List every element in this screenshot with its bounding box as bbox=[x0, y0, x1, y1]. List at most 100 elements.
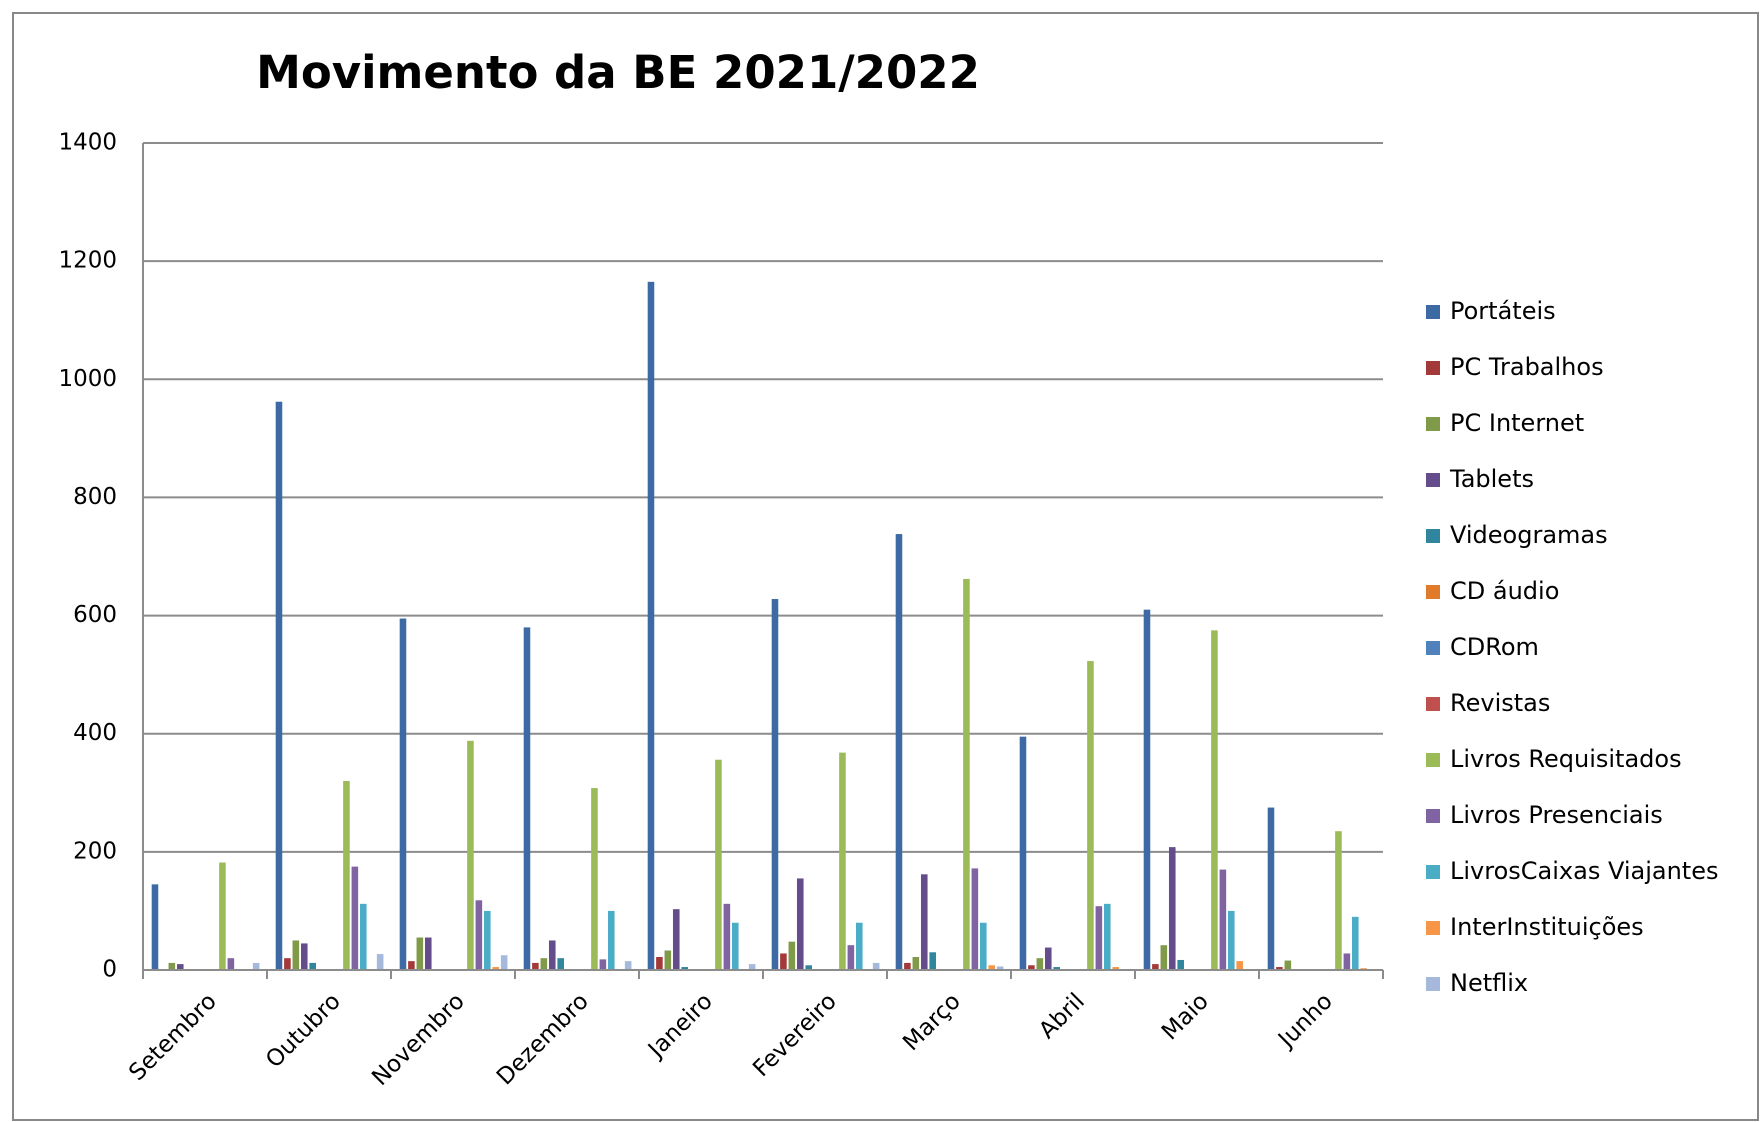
legend-label: Portáteis bbox=[1450, 297, 1556, 325]
legend-swatch bbox=[1426, 417, 1440, 431]
y-tick-label: 1200 bbox=[58, 248, 117, 274]
legend-label: Livros Requisitados bbox=[1450, 745, 1682, 773]
bar bbox=[912, 957, 920, 970]
bar bbox=[1087, 661, 1094, 970]
bar bbox=[548, 940, 556, 970]
legend-label: InterInstituições bbox=[1450, 913, 1644, 941]
bar bbox=[376, 954, 384, 970]
bar bbox=[624, 961, 632, 970]
bar bbox=[557, 958, 564, 970]
legend-label: PC Trabalhos bbox=[1450, 353, 1604, 381]
bar bbox=[1284, 960, 1292, 970]
bar bbox=[771, 599, 779, 970]
legend-label: Livros Presenciais bbox=[1450, 801, 1663, 829]
y-tick-label: 400 bbox=[73, 720, 117, 746]
y-tick-label: 200 bbox=[73, 838, 117, 864]
bar bbox=[540, 958, 548, 970]
legend-swatch bbox=[1426, 977, 1440, 991]
bar bbox=[1143, 609, 1151, 970]
bar bbox=[681, 967, 688, 970]
bar bbox=[1044, 947, 1052, 970]
bar bbox=[599, 959, 607, 970]
bar bbox=[467, 740, 474, 970]
bar bbox=[416, 937, 424, 970]
bar bbox=[1276, 967, 1283, 970]
bar bbox=[1168, 847, 1176, 970]
bar bbox=[748, 964, 756, 970]
bar bbox=[723, 903, 731, 970]
bar bbox=[963, 578, 970, 970]
bar bbox=[300, 943, 308, 970]
bar bbox=[664, 950, 672, 970]
bar bbox=[780, 953, 787, 970]
chart-title: Movimento da BE 2021/2022 bbox=[256, 46, 980, 99]
bar bbox=[971, 868, 979, 970]
bar bbox=[1335, 831, 1342, 970]
bar bbox=[1228, 910, 1235, 970]
legend-swatch bbox=[1426, 641, 1440, 655]
bar bbox=[847, 945, 855, 970]
legend-swatch bbox=[1426, 809, 1440, 823]
bar bbox=[1219, 869, 1227, 970]
bar bbox=[484, 910, 491, 970]
bar bbox=[360, 903, 367, 970]
bar bbox=[904, 962, 911, 970]
legend-swatch bbox=[1426, 473, 1440, 487]
bar bbox=[1160, 945, 1168, 970]
bar bbox=[309, 962, 316, 970]
legend-label: Videogramas bbox=[1450, 521, 1608, 549]
bar bbox=[500, 955, 508, 970]
bar bbox=[351, 866, 359, 970]
bar bbox=[1019, 736, 1027, 970]
bar bbox=[219, 862, 226, 970]
bar bbox=[1104, 903, 1111, 970]
bar bbox=[1053, 967, 1060, 970]
bar bbox=[1267, 807, 1275, 970]
bar bbox=[1343, 953, 1351, 970]
bar bbox=[980, 922, 987, 970]
legend-label: Tablets bbox=[1449, 465, 1534, 493]
bar bbox=[1211, 630, 1218, 970]
bar bbox=[284, 958, 291, 970]
legend-label: LivrosCaixas Viajantes bbox=[1450, 857, 1718, 885]
bar bbox=[523, 627, 531, 970]
legend-label: PC Internet bbox=[1450, 409, 1584, 437]
bar bbox=[895, 534, 903, 970]
bar bbox=[475, 900, 483, 970]
legend-label: Netflix bbox=[1450, 969, 1528, 997]
bar bbox=[608, 910, 615, 970]
bar bbox=[343, 780, 350, 970]
legend-swatch bbox=[1426, 361, 1440, 375]
bar bbox=[176, 964, 184, 970]
bar bbox=[227, 958, 235, 970]
bar bbox=[1152, 964, 1159, 970]
legend-swatch bbox=[1426, 865, 1440, 879]
bar bbox=[672, 909, 680, 970]
bar bbox=[796, 878, 804, 970]
bar bbox=[252, 962, 260, 970]
legend-swatch bbox=[1426, 529, 1440, 543]
bar bbox=[1095, 906, 1103, 970]
bar bbox=[872, 962, 880, 970]
y-tick-label: 600 bbox=[73, 602, 117, 628]
bar bbox=[168, 962, 176, 970]
bar bbox=[788, 941, 796, 970]
bar bbox=[715, 759, 722, 970]
y-tick-label: 1000 bbox=[58, 366, 117, 392]
chart-frame bbox=[12, 12, 1759, 1121]
legend-label: Revistas bbox=[1450, 689, 1550, 717]
bar bbox=[929, 952, 936, 970]
legend-swatch bbox=[1426, 305, 1440, 319]
bar bbox=[408, 961, 415, 970]
bar bbox=[532, 962, 539, 970]
bar bbox=[1177, 959, 1184, 970]
bar bbox=[1112, 967, 1120, 970]
bar bbox=[1036, 958, 1044, 970]
legend-label: CDRom bbox=[1450, 633, 1539, 661]
bar bbox=[839, 752, 846, 970]
bar bbox=[656, 957, 663, 970]
y-tick-label: 800 bbox=[73, 484, 117, 510]
bar bbox=[1236, 961, 1244, 970]
bar bbox=[920, 874, 928, 970]
bar bbox=[399, 618, 407, 970]
